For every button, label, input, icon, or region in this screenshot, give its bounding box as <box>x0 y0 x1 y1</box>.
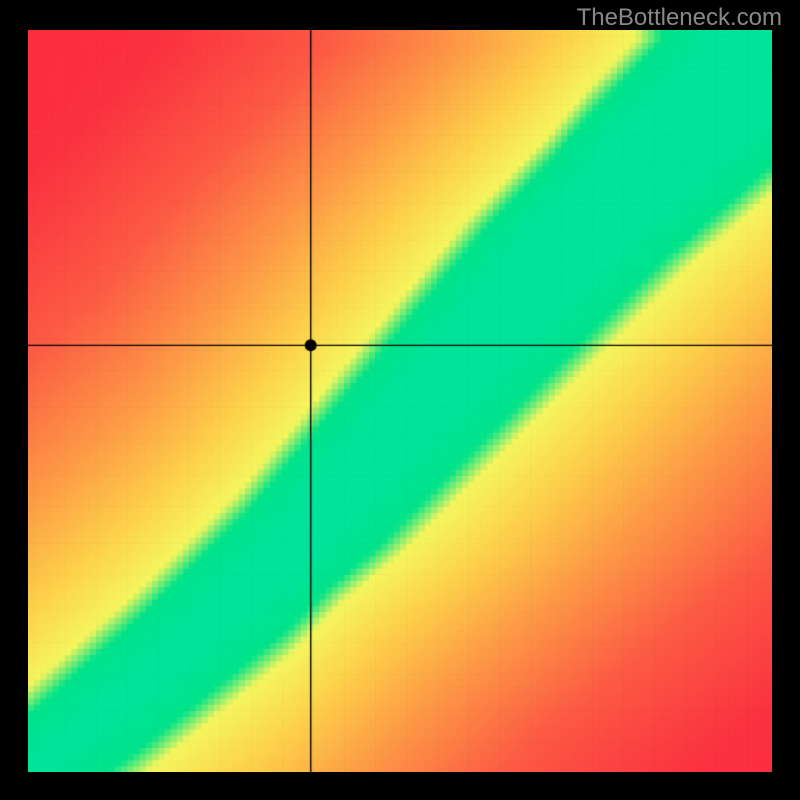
chart-container: TheBottleneck.com <box>0 0 800 800</box>
bottleneck-heatmap <box>28 30 772 772</box>
watermark-text: TheBottleneck.com <box>577 4 782 32</box>
